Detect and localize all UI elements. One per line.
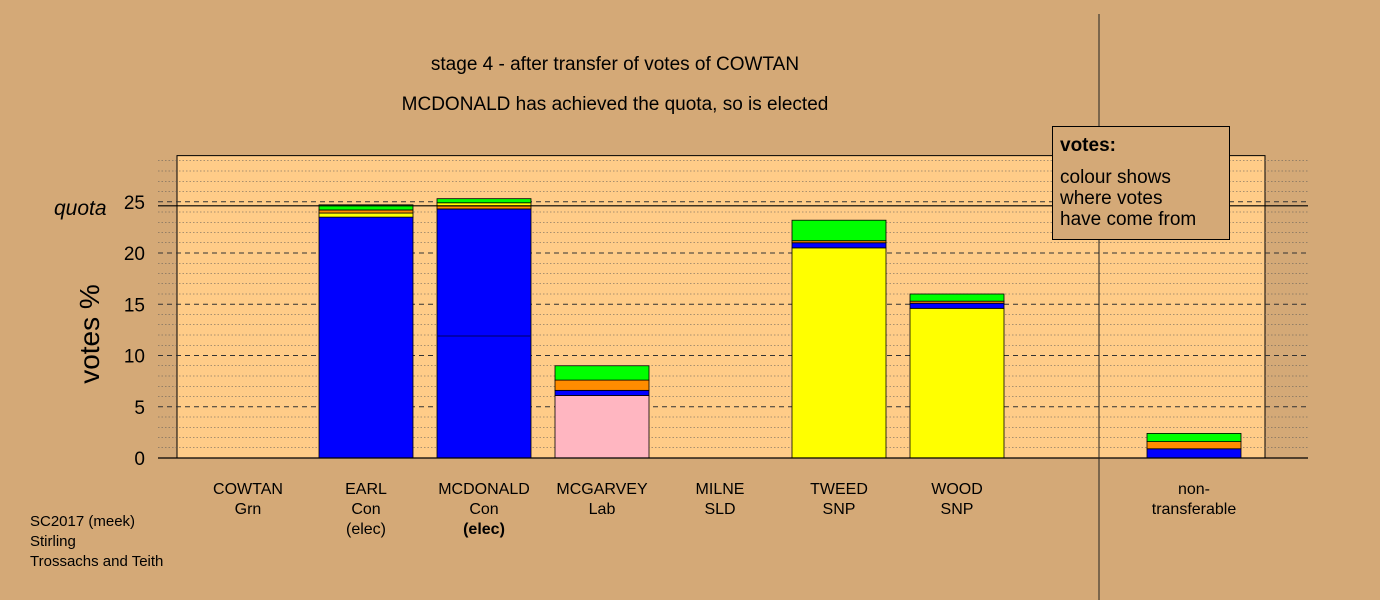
chart-title: stage 4 - after transfer of votes of COW… xyxy=(430,54,800,75)
quota-label: quota xyxy=(54,197,107,220)
bar-nontransferable-segment-Con xyxy=(1146,448,1242,459)
candidate-name: COWTAN xyxy=(213,481,283,498)
bar-mcgarvey-segment-Con xyxy=(554,389,650,396)
candidate-label: MCDONALD Con (elec) xyxy=(429,480,539,540)
y-tick-label: 0 xyxy=(134,449,145,470)
bar-tweed-segment-SNP xyxy=(791,247,887,459)
bar-wood-segment-Grn xyxy=(909,293,1005,302)
legend-box: votes: colour shows where votes have com… xyxy=(1052,126,1230,240)
candidate-label: EARL Con (elec) xyxy=(311,480,421,540)
legend-title: votes: xyxy=(1060,135,1116,156)
bar-earl-segment-SLD xyxy=(318,209,414,214)
bar-mcdonald-segment-Con xyxy=(436,208,532,459)
bar-mcgarvey-segment-Lab xyxy=(554,395,650,459)
candidate-elected: (elec) xyxy=(345,521,386,538)
bar-earl-segment-SNP xyxy=(318,212,414,218)
y-tick-label: 5 xyxy=(134,398,145,419)
bar-wood-segment-Con xyxy=(909,302,1005,309)
candidate-party: Grn xyxy=(234,501,262,518)
legend-line: where votes xyxy=(1060,188,1163,209)
candidate-party: SNP xyxy=(940,501,974,518)
bar-wood-segment-SNP xyxy=(909,307,1005,459)
footer-info: SC2017 (meek) Stirling Trossachs and Tei… xyxy=(30,512,163,572)
candidate-party: SNP xyxy=(822,501,856,518)
candidate-name: MILNE xyxy=(695,481,745,498)
bar-tweed-segment-Con xyxy=(791,242,887,249)
y-tick-label: 25 xyxy=(124,193,145,214)
candidate-party: Lab xyxy=(588,501,616,518)
candidate-label: MILNE SLD xyxy=(665,480,775,520)
y-axis-label: votes % xyxy=(74,284,105,384)
footer-line: Trossachs and Teith xyxy=(30,553,164,570)
bar-mcdonald-segment-Grn xyxy=(436,198,532,204)
candidate-party: SLD xyxy=(704,501,736,518)
footer-line: SC2017 (meek) xyxy=(30,513,136,530)
nontransferable-label: non-transferable xyxy=(1139,480,1249,520)
candidate-name: MCGARVEY xyxy=(556,481,648,498)
bar-tweed-segment-Grn xyxy=(791,219,887,242)
candidate-name: MCDONALD xyxy=(438,481,530,498)
candidate-party: Con xyxy=(469,501,499,518)
candidate-label: WOOD SNP xyxy=(902,480,1012,520)
bar-nontransferable-segment-SLD xyxy=(1146,441,1242,450)
candidate-party: Con xyxy=(351,501,381,518)
bar-earl-segment-Grn xyxy=(318,204,414,211)
legend-line: have come from xyxy=(1060,209,1197,230)
nontransferable-label-line: transferable xyxy=(1151,501,1237,518)
candidate-elected: (elec) xyxy=(463,521,505,538)
chart-subtitle: MCDONALD has achieved the quota, so is e… xyxy=(401,94,829,115)
y-tick-label: 15 xyxy=(124,295,145,316)
bar-mcgarvey-segment-SLD xyxy=(554,379,650,391)
candidate-name: TWEED xyxy=(810,481,868,498)
bar-mcgarvey-segment-Grn xyxy=(554,365,650,381)
candidate-label: COWTAN Grn xyxy=(193,480,303,520)
nontransferable-label-line: non- xyxy=(1177,481,1211,498)
bar-nontransferable-segment-Grn xyxy=(1146,432,1242,442)
candidate-label: TWEED SNP xyxy=(784,480,894,520)
candidate-label: MCGARVEY Lab xyxy=(547,480,657,520)
footer-line: Stirling xyxy=(30,533,76,550)
candidate-name: EARL xyxy=(345,481,387,498)
legend-line: colour shows xyxy=(1060,167,1171,188)
bar-earl-segment-Con xyxy=(318,216,414,459)
y-tick-label: 20 xyxy=(124,244,145,265)
candidate-name: WOOD xyxy=(931,481,983,498)
y-tick-label: 10 xyxy=(124,347,145,368)
